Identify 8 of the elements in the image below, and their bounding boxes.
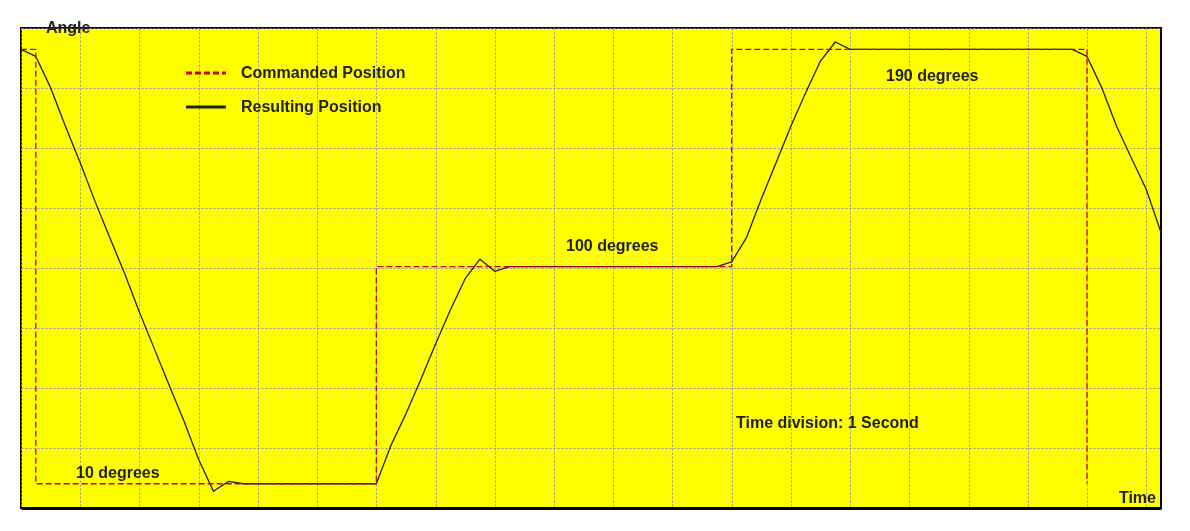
annotation: 190 degrees [886, 67, 979, 84]
annotation: Time division: 1 Second [736, 414, 919, 431]
y-axis-title: Angle [46, 19, 91, 36]
legend-label: Resulting Position [241, 98, 382, 115]
annotation: 100 degrees [566, 237, 659, 254]
annotation: 10 degrees [76, 464, 160, 481]
x-axis-title: Time [1118, 489, 1157, 506]
legend-label: Commanded Position [241, 64, 406, 81]
